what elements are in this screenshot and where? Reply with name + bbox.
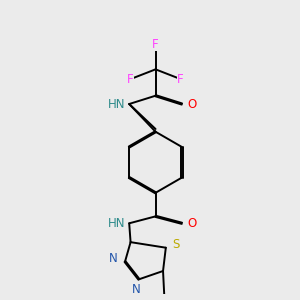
Text: HN: HN	[108, 217, 125, 230]
Text: N: N	[109, 252, 118, 265]
Text: F: F	[127, 73, 134, 85]
Text: O: O	[187, 98, 196, 110]
Text: F: F	[152, 38, 159, 51]
Text: HN: HN	[108, 98, 125, 110]
Text: O: O	[187, 217, 196, 230]
Text: S: S	[173, 238, 180, 251]
Text: N: N	[132, 284, 140, 296]
Text: F: F	[177, 73, 184, 85]
